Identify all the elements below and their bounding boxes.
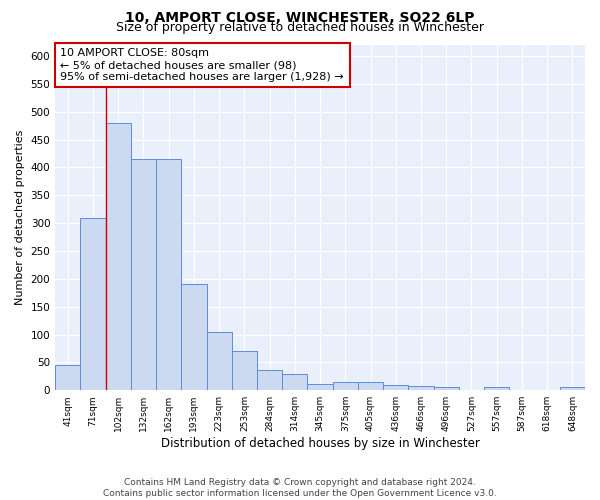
Bar bbox=[409, 386, 434, 390]
Bar bbox=[106, 123, 131, 390]
Bar bbox=[257, 370, 282, 390]
Bar bbox=[434, 388, 459, 390]
Y-axis label: Number of detached properties: Number of detached properties bbox=[15, 130, 25, 306]
Bar bbox=[560, 388, 585, 390]
Bar bbox=[206, 332, 232, 390]
X-axis label: Distribution of detached houses by size in Winchester: Distribution of detached houses by size … bbox=[161, 437, 479, 450]
Bar bbox=[156, 159, 181, 390]
Bar bbox=[282, 374, 307, 390]
Bar bbox=[383, 384, 409, 390]
Bar bbox=[307, 384, 332, 390]
Bar bbox=[181, 284, 206, 390]
Bar bbox=[131, 159, 156, 390]
Bar bbox=[80, 218, 106, 390]
Bar bbox=[232, 351, 257, 390]
Bar bbox=[55, 364, 80, 390]
Bar bbox=[484, 388, 509, 390]
Bar bbox=[358, 382, 383, 390]
Text: 10, AMPORT CLOSE, WINCHESTER, SO22 6LP: 10, AMPORT CLOSE, WINCHESTER, SO22 6LP bbox=[125, 11, 475, 25]
Text: Size of property relative to detached houses in Winchester: Size of property relative to detached ho… bbox=[116, 22, 484, 35]
Text: 10 AMPORT CLOSE: 80sqm
← 5% of detached houses are smaller (98)
95% of semi-deta: 10 AMPORT CLOSE: 80sqm ← 5% of detached … bbox=[61, 48, 344, 82]
Text: Contains HM Land Registry data © Crown copyright and database right 2024.
Contai: Contains HM Land Registry data © Crown c… bbox=[103, 478, 497, 498]
Bar bbox=[332, 382, 358, 390]
